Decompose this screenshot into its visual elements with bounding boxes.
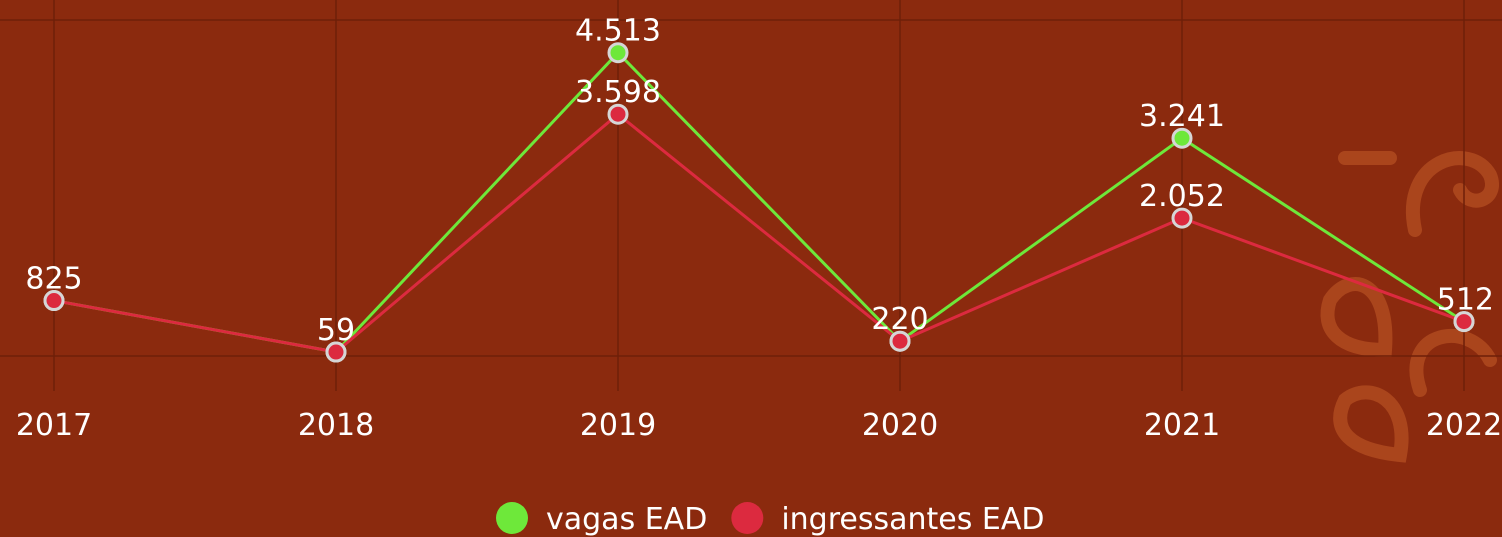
data-label: 825	[25, 262, 82, 297]
point	[889, 330, 911, 352]
x-tick-label: 2017	[16, 408, 92, 443]
line	[53, 50, 1465, 354]
data-label: 59	[317, 313, 355, 348]
x-tick-label: 2021	[1144, 408, 1220, 443]
point	[325, 341, 347, 363]
data-label: 512	[1437, 283, 1494, 318]
data-label: 2.052	[1139, 179, 1225, 214]
legend-label: ingressantes EAD	[781, 502, 1044, 537]
legend-label: vagas EAD	[546, 502, 707, 537]
data-label: 220	[871, 302, 928, 337]
x-tick-label: 2020	[862, 408, 938, 443]
x-tick-label: 2018	[298, 408, 374, 443]
line	[53, 112, 1465, 354]
point	[43, 290, 65, 312]
point	[607, 103, 629, 125]
decoration	[1320, 151, 1499, 463]
data-label: 3.241	[1139, 99, 1225, 134]
x-tick-label: 2022	[1426, 408, 1502, 443]
data-label: 4.513	[575, 14, 661, 49]
data-label: 3.598	[575, 75, 661, 110]
point	[1453, 311, 1475, 333]
legend-marker	[731, 502, 764, 534]
x-tick-label: 2019	[580, 408, 656, 443]
point	[1171, 127, 1193, 149]
legend-marker	[496, 502, 528, 534]
point	[607, 42, 629, 64]
point	[1171, 207, 1193, 229]
